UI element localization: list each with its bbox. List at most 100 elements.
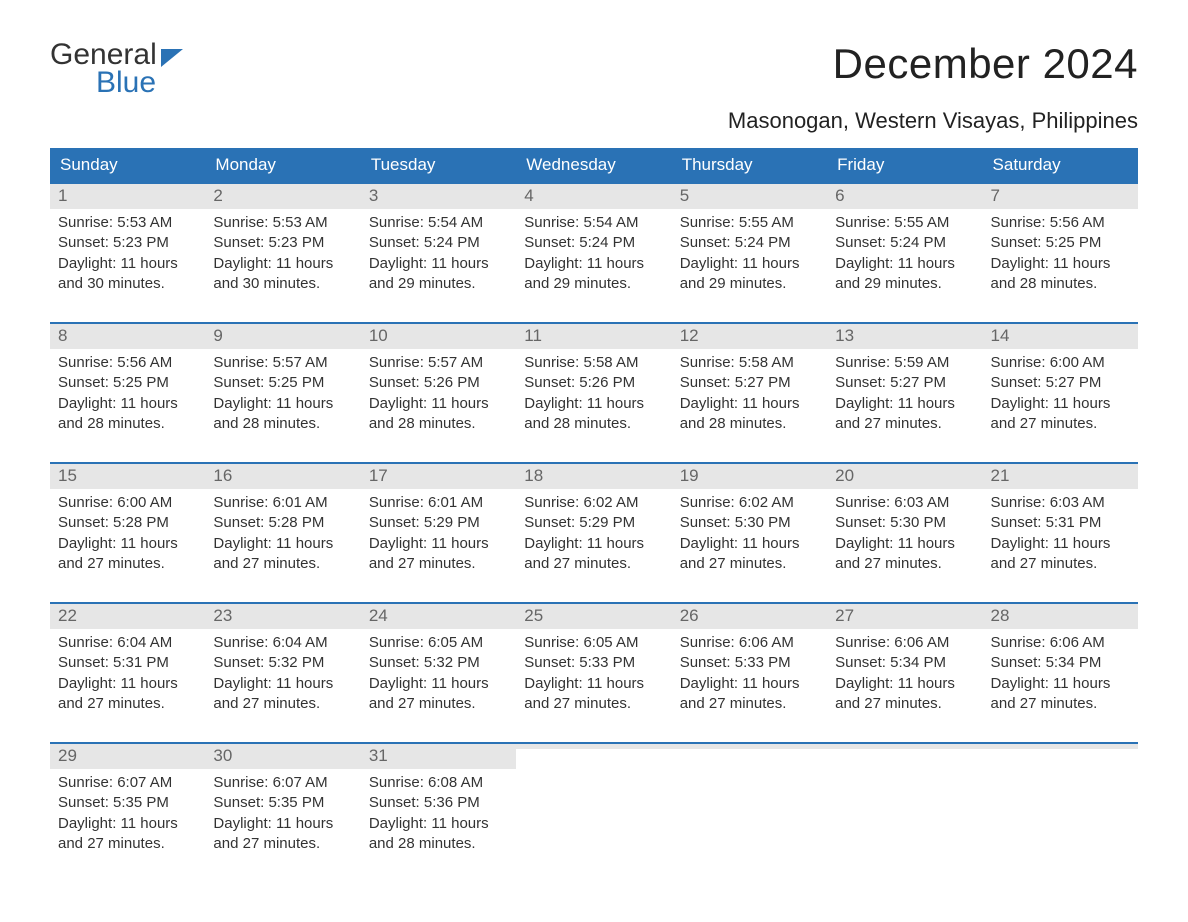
calendar-cell: 29Sunrise: 6:07 AMSunset: 5:35 PMDayligh… — [50, 744, 205, 860]
calendar-cell — [827, 744, 982, 860]
day-number: 23 — [213, 606, 232, 625]
sunset-line: Sunset: 5:28 PM — [58, 513, 197, 533]
sunrise-line: Sunrise: 5:58 AM — [524, 353, 663, 373]
sunrise-line: Sunrise: 6:01 AM — [213, 493, 352, 513]
day-number: 1 — [58, 186, 67, 205]
location-subtitle: Masonogan, Western Visayas, Philippines — [50, 108, 1138, 134]
sunset-line: Sunset: 5:35 PM — [213, 793, 352, 813]
week-row: 8 Sunrise: 5:56 AMSunset: 5:25 PMDaylight… — [50, 322, 1138, 440]
sunset-line: Sunset: 5:23 PM — [58, 233, 197, 253]
calendar-cell: 8 Sunrise: 5:56 AMSunset: 5:25 PMDaylight… — [50, 324, 205, 440]
daylight-line: Daylight: 11 hours and 28 minutes. — [213, 394, 352, 435]
calendar-cell: 21Sunrise: 6:03 AMSunset: 5:31 PMDayligh… — [983, 464, 1138, 580]
sunset-line: Sunset: 5:33 PM — [680, 653, 819, 673]
sunset-line: Sunset: 5:31 PM — [991, 513, 1130, 533]
daylight-line: Daylight: 11 hours and 27 minutes. — [835, 674, 974, 715]
sunrise-line: Sunrise: 6:04 AM — [213, 633, 352, 653]
sunrise-line: Sunrise: 6:02 AM — [524, 493, 663, 513]
day-details: Sunrise: 6:03 AMSunset: 5:30 PMDaylight:… — [827, 489, 982, 580]
sunrise-line: Sunrise: 5:55 AM — [680, 213, 819, 233]
calendar-cell: 5Sunrise: 5:55 AMSunset: 5:24 PMDaylight… — [672, 184, 827, 300]
day-details: Sunrise: 5:56 AMSunset: 5:25 PMDaylight:… — [983, 209, 1138, 300]
sunrise-line: Sunrise: 5:56 AM — [58, 353, 197, 373]
day-details: Sunrise: 6:05 AMSunset: 5:33 PMDaylight:… — [516, 629, 671, 720]
sunset-line: Sunset: 5:24 PM — [680, 233, 819, 253]
daylight-line: Daylight: 11 hours and 28 minutes. — [680, 394, 819, 435]
daylight-line: Daylight: 11 hours and 27 minutes. — [991, 674, 1130, 715]
day-number: 15 — [58, 466, 77, 485]
month-title: December 2024 — [833, 40, 1138, 88]
sunrise-line: Sunrise: 6:06 AM — [991, 633, 1130, 653]
sunrise-line: Sunrise: 5:53 AM — [58, 213, 197, 233]
calendar-cell: 12Sunrise: 5:58 AMSunset: 5:27 PMDayligh… — [672, 324, 827, 440]
day-number: 5 — [680, 186, 689, 205]
day-number: 2 — [213, 186, 222, 205]
logo-flag-icon — [161, 49, 183, 67]
day-details: Sunrise: 5:53 AMSunset: 5:23 PMDaylight:… — [205, 209, 360, 300]
calendar-cell — [983, 744, 1138, 860]
sunrise-line: Sunrise: 6:07 AM — [58, 773, 197, 793]
sunrise-line: Sunrise: 6:07 AM — [213, 773, 352, 793]
sunset-line: Sunset: 5:32 PM — [369, 653, 508, 673]
daylight-line: Daylight: 11 hours and 27 minutes. — [58, 674, 197, 715]
sunset-line: Sunset: 5:33 PM — [524, 653, 663, 673]
day-number: 22 — [58, 606, 77, 625]
day-details: Sunrise: 5:56 AMSunset: 5:25 PMDaylight:… — [50, 349, 205, 440]
daylight-line: Daylight: 11 hours and 27 minutes. — [680, 534, 819, 575]
calendar-cell: 26Sunrise: 6:06 AMSunset: 5:33 PMDayligh… — [672, 604, 827, 720]
day-number: 13 — [835, 326, 854, 345]
calendar-cell: 27Sunrise: 6:06 AMSunset: 5:34 PMDayligh… — [827, 604, 982, 720]
daylight-line: Daylight: 11 hours and 30 minutes. — [213, 254, 352, 295]
daylight-line: Daylight: 11 hours and 27 minutes. — [991, 534, 1130, 575]
day-number: 14 — [991, 326, 1010, 345]
calendar-cell: 10Sunrise: 5:57 AMSunset: 5:26 PMDayligh… — [361, 324, 516, 440]
day-header-wednesday: Wednesday — [516, 148, 671, 184]
calendar-cell: 24 Sunrise: 6:05 AMSunset: 5:32 PMDayligh… — [361, 604, 516, 720]
day-number: 19 — [680, 466, 699, 485]
day-details: Sunrise: 5:53 AMSunset: 5:23 PMDaylight:… — [50, 209, 205, 300]
sunrise-line: Sunrise: 6:08 AM — [369, 773, 508, 793]
day-details: Sunrise: 5:57 AMSunset: 5:25 PMDaylight:… — [205, 349, 360, 440]
sunrise-line: Sunrise: 6:02 AM — [680, 493, 819, 513]
daylight-line: Daylight: 11 hours and 27 minutes. — [213, 534, 352, 575]
calendar-cell: 31 Sunrise: 6:08 AMSunset: 5:36 PMDayligh… — [361, 744, 516, 860]
daylight-line: Daylight: 11 hours and 28 minutes. — [991, 254, 1130, 295]
day-number: 7 — [991, 186, 1000, 205]
calendar-cell: 19Sunrise: 6:02 AMSunset: 5:30 PMDayligh… — [672, 464, 827, 580]
daylight-line: Daylight: 11 hours and 27 minutes. — [835, 394, 974, 435]
sunset-line: Sunset: 5:34 PM — [835, 653, 974, 673]
logo: General Blue — [50, 40, 183, 98]
day-number: 8 — [58, 326, 67, 345]
calendar-cell: 28Sunrise: 6:06 AMSunset: 5:34 PMDayligh… — [983, 604, 1138, 720]
day-details: Sunrise: 5:58 AMSunset: 5:26 PMDaylight:… — [516, 349, 671, 440]
day-number: 9 — [213, 326, 222, 345]
sunset-line: Sunset: 5:24 PM — [369, 233, 508, 253]
day-details: Sunrise: 6:06 AMSunset: 5:34 PMDaylight:… — [827, 629, 982, 720]
sunset-line: Sunset: 5:25 PM — [991, 233, 1130, 253]
day-number: 31 — [369, 746, 388, 765]
sunrise-line: Sunrise: 5:55 AM — [835, 213, 974, 233]
day-number: 30 — [213, 746, 232, 765]
sunrise-line: Sunrise: 6:00 AM — [58, 493, 197, 513]
day-details: Sunrise: 6:04 AMSunset: 5:32 PMDaylight:… — [205, 629, 360, 720]
day-number: 24 — [369, 606, 388, 625]
day-header-thursday: Thursday — [672, 148, 827, 184]
sunrise-line: Sunrise: 5:54 AM — [524, 213, 663, 233]
calendar-cell: 16Sunrise: 6:01 AMSunset: 5:28 PMDayligh… — [205, 464, 360, 580]
sunset-line: Sunset: 5:30 PM — [835, 513, 974, 533]
day-details: Sunrise: 6:05 AMSunset: 5:32 PMDaylight:… — [361, 629, 516, 720]
day-header-sunday: Sunday — [50, 148, 205, 184]
calendar-cell: 7 Sunrise: 5:56 AMSunset: 5:25 PMDaylight… — [983, 184, 1138, 300]
day-details: Sunrise: 6:04 AMSunset: 5:31 PMDaylight:… — [50, 629, 205, 720]
daylight-line: Daylight: 11 hours and 27 minutes. — [58, 534, 197, 575]
day-number: 4 — [524, 186, 533, 205]
day-details: Sunrise: 6:08 AMSunset: 5:36 PMDaylight:… — [361, 769, 516, 860]
sunset-line: Sunset: 5:26 PM — [524, 373, 663, 393]
calendar-cell: 25Sunrise: 6:05 AMSunset: 5:33 PMDayligh… — [516, 604, 671, 720]
sunset-line: Sunset: 5:34 PM — [991, 653, 1130, 673]
sunset-line: Sunset: 5:28 PM — [213, 513, 352, 533]
sunset-line: Sunset: 5:27 PM — [991, 373, 1130, 393]
sunset-line: Sunset: 5:24 PM — [524, 233, 663, 253]
day-details: Sunrise: 6:00 AMSunset: 5:28 PMDaylight:… — [50, 489, 205, 580]
day-header-tuesday: Tuesday — [361, 148, 516, 184]
